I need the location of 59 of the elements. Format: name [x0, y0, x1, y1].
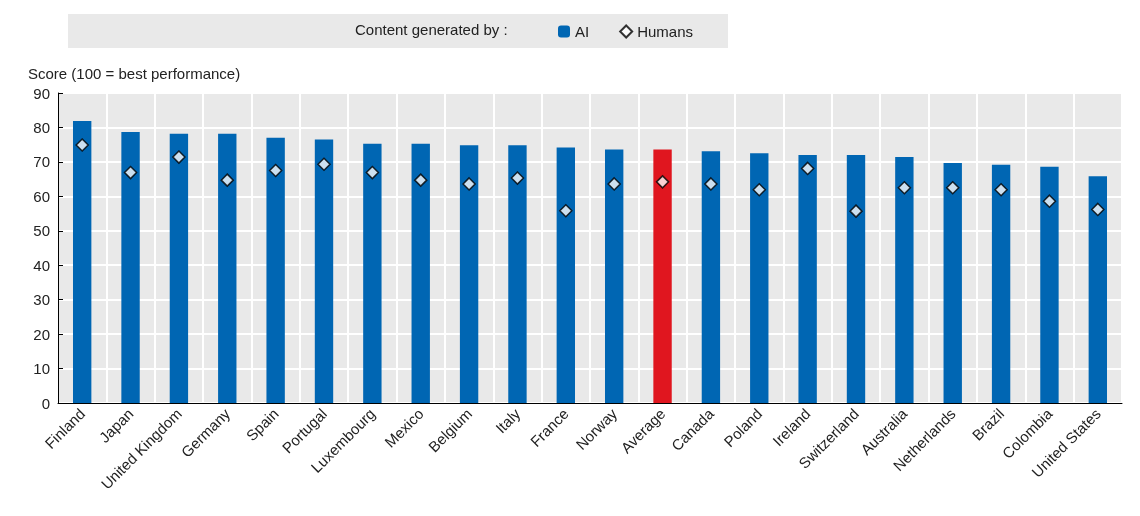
bar — [604, 149, 624, 403]
bar — [169, 133, 189, 403]
y-tick-label: 70 — [33, 153, 50, 171]
point — [1042, 194, 1057, 208]
bar — [653, 149, 672, 403]
point — [413, 173, 428, 187]
bar — [411, 143, 430, 403]
point — [607, 177, 621, 191]
y-axis-title: Score (100 = best performance) — [28, 65, 241, 82]
point — [752, 183, 767, 197]
point — [655, 175, 670, 189]
bar — [121, 131, 140, 403]
point — [75, 138, 89, 152]
point — [945, 180, 960, 195]
bar — [895, 157, 914, 403]
point — [800, 161, 815, 176]
bar — [1040, 166, 1059, 403]
point — [317, 157, 331, 172]
y-tick-label: 20 — [33, 325, 50, 343]
bar — [991, 164, 1011, 403]
point — [994, 183, 1008, 197]
point — [559, 204, 573, 218]
bar — [459, 145, 479, 403]
point — [123, 165, 138, 180]
point — [462, 177, 476, 191]
y-tick-label: 50 — [33, 222, 50, 240]
bar — [266, 137, 285, 403]
y-tick-label: 80 — [33, 118, 50, 136]
y-tick-label: 60 — [33, 187, 50, 205]
y-tick-label: 40 — [33, 256, 50, 274]
point — [704, 177, 718, 191]
point — [849, 204, 863, 218]
bar — [1088, 176, 1108, 403]
bar — [314, 139, 334, 403]
bar — [508, 145, 527, 403]
point — [268, 163, 283, 178]
bar — [72, 120, 92, 403]
legend-title: Content generated by : — [355, 21, 508, 38]
bar — [218, 133, 237, 403]
bar — [556, 147, 576, 403]
bar — [798, 155, 817, 403]
y-tick-label: 90 — [33, 84, 50, 102]
bar — [363, 143, 382, 403]
point — [220, 173, 235, 187]
point — [365, 165, 380, 180]
point — [897, 180, 912, 195]
legend-label: Humans — [637, 23, 694, 40]
y-tick-label: 30 — [33, 291, 50, 309]
bar — [701, 151, 721, 403]
bar — [943, 162, 962, 403]
point — [510, 171, 525, 185]
legend-label: AI — [575, 23, 590, 40]
point — [1091, 202, 1105, 217]
point — [172, 150, 186, 164]
x-tick-label: Italy — [492, 404, 524, 437]
y-tick-label: 10 — [33, 360, 50, 378]
bar — [846, 155, 866, 403]
bar — [750, 153, 769, 403]
y-tick-label: 0 — [41, 394, 50, 412]
